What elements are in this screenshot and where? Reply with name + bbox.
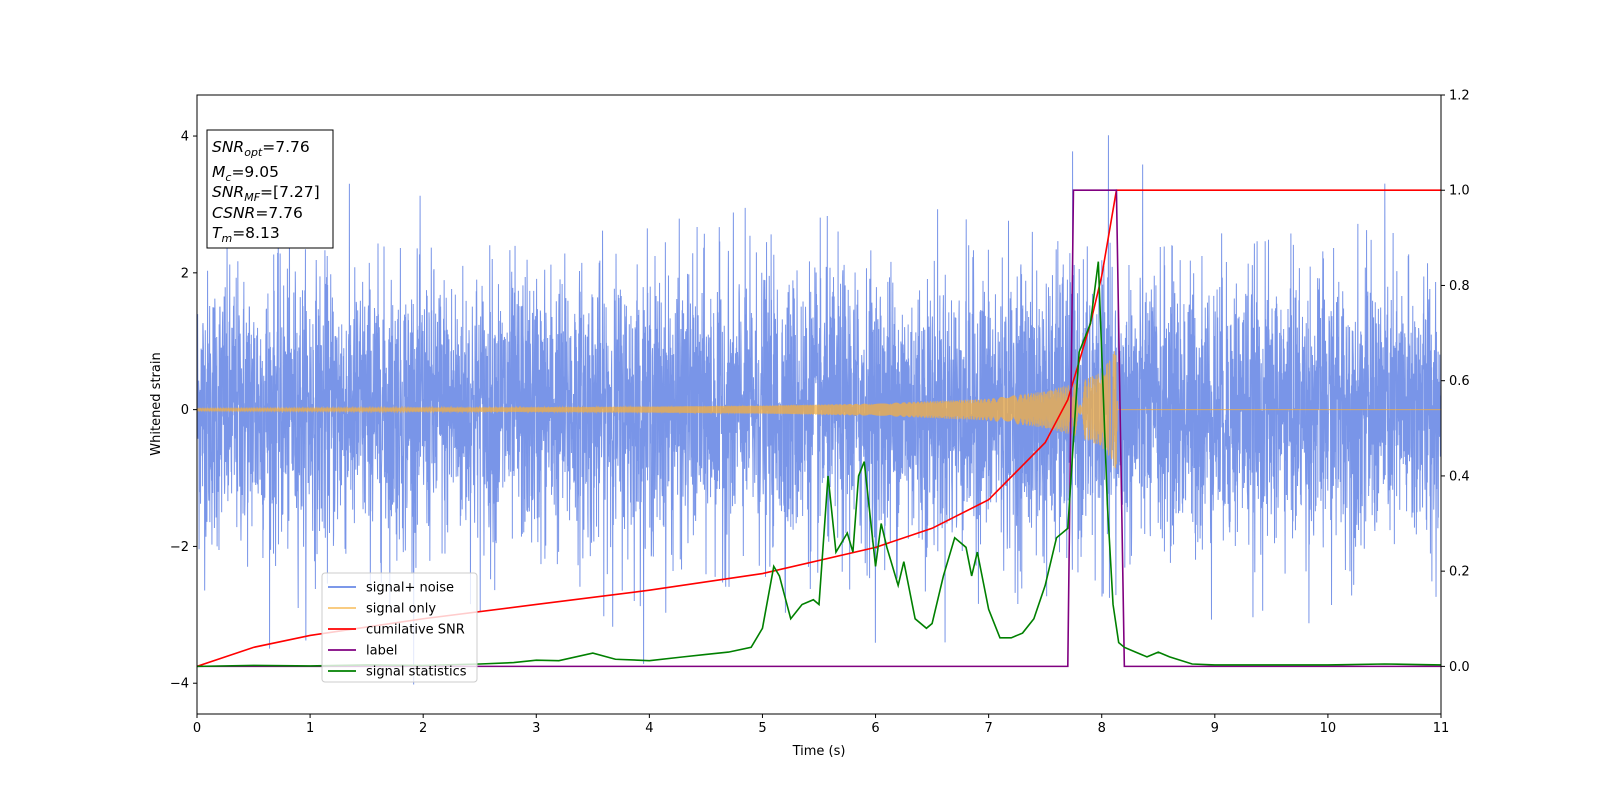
series-label (197, 189, 1441, 668)
legend-frame (321, 572, 478, 683)
x-tick-label: 0 (193, 721, 201, 736)
x-tick-label: 11 (1433, 721, 1450, 736)
annotation-snr-opt: SNRopt=7.76 (212, 138, 310, 159)
y-right-tick-label: 1.2 (1449, 89, 1470, 104)
series-signal-only (197, 351, 1441, 469)
x-tick-label: 6 (871, 721, 879, 736)
annotation-snr-mf: SNRMF=[7.27] (212, 183, 320, 204)
y-left-tick-label: −2 (170, 540, 189, 555)
y-axis-right: 0.0 0.2 0.4 0.6 0.8 1.0 1.2 (1441, 89, 1470, 675)
legend-label: signal+ noise (366, 581, 454, 596)
x-axis: 0 1 2 3 4 5 6 7 8 9 10 11 (193, 714, 1449, 736)
legend-label: cumilative SNR (366, 623, 465, 638)
x-tick-label: 7 (984, 721, 992, 736)
x-tick-label: 9 (1211, 721, 1219, 736)
y-right-tick-label: 0.6 (1449, 374, 1470, 389)
x-tick-label: 4 (645, 721, 653, 736)
x-tick-label: 1 (306, 721, 314, 736)
x-tick-label: 2 (419, 721, 427, 736)
series-signal-noise (197, 135, 1441, 685)
y-axis-label: Whitened strain (149, 352, 164, 455)
x-axis-label: Time (s) (792, 744, 846, 759)
legend-label: signal only (366, 602, 436, 617)
annotation-mc: Mc=9.05 (212, 163, 279, 184)
y-left-tick-label: −4 (170, 677, 189, 692)
legend: signal+ noise signal only cumilative SNR la… (321, 572, 478, 683)
y-right-tick-label: 0.2 (1449, 565, 1470, 580)
y-left-tick-label: 4 (181, 130, 189, 145)
legend-label: label (366, 644, 397, 659)
y-right-tick-label: 0.4 (1449, 469, 1470, 484)
y-right-tick-label: 0.0 (1449, 660, 1470, 675)
annotation-box: SNRopt=7.76 Mc=9.05 SNRMF=[7.27] CSNR=7.… (206, 129, 334, 249)
series-signal-statistics (197, 261, 1441, 668)
y-axis-left: −4 −2 0 2 4 (170, 130, 197, 692)
x-tick-label: 5 (758, 721, 766, 736)
annotation-csnr: CSNR=7.76 (212, 204, 303, 222)
x-tick-label: 8 (1098, 721, 1106, 736)
y-right-tick-label: 0.8 (1449, 279, 1470, 294)
x-tick-label: 3 (532, 721, 540, 736)
annotation-tm: Tm=8.13 (212, 224, 280, 245)
x-tick-label: 10 (1320, 721, 1337, 736)
y-left-tick-label: 0 (181, 403, 189, 418)
y-right-tick-label: 1.0 (1449, 184, 1470, 199)
legend-label: signal statistics (366, 665, 467, 680)
plot-frame (196, 94, 1442, 715)
annotation-frame (206, 129, 334, 249)
y-left-tick-label: 2 (181, 266, 189, 281)
